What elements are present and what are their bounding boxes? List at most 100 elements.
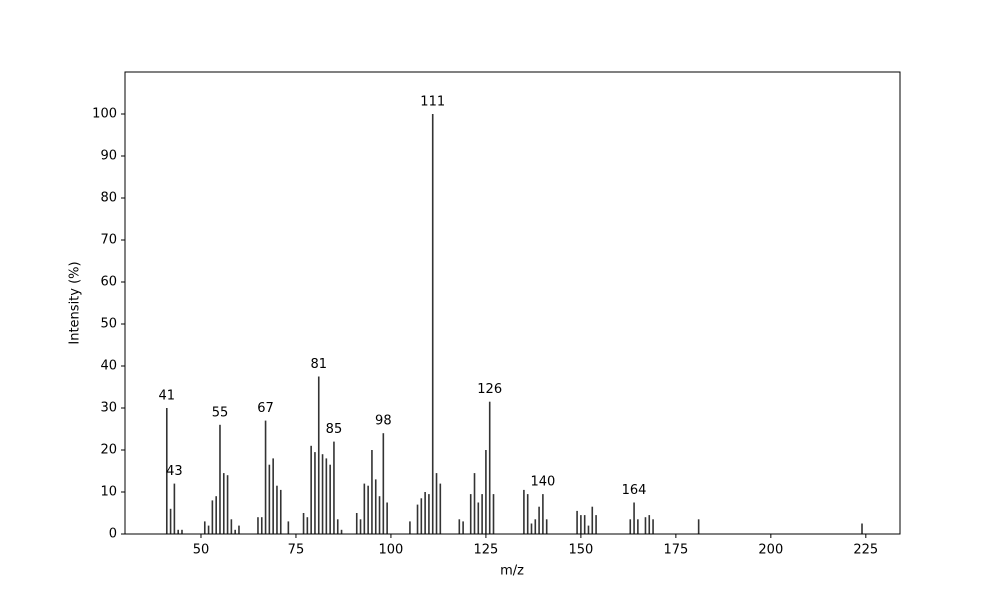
peak-bar [222,473,225,534]
y-tick-label: 20 [100,443,117,458]
peak-bar [697,519,700,534]
peak-bar [382,433,385,534]
peak-bar [317,376,320,534]
peak-bar [534,519,537,534]
peak-bar [420,498,423,534]
peak-bar [211,500,214,534]
y-tick-label: 50 [100,317,117,332]
y-tick-label: 90 [100,149,117,164]
peak-label: 164 [622,483,647,498]
peak-bar [580,515,582,534]
peak-bar [587,525,590,534]
peak-bar [268,464,271,534]
peak-bar [340,529,343,534]
peak-label: 67 [257,401,274,416]
y-tick-label: 40 [100,359,117,374]
peak-bar [207,525,210,534]
peak-bar [492,494,495,534]
peak-bar [526,494,529,534]
peak-label: 111 [420,95,445,110]
peak-label: 41 [159,389,176,404]
peak-bar [230,519,233,534]
peak-bar [276,485,278,534]
peak-bar [595,515,597,534]
peak-bar [169,508,172,534]
peak-bar [287,521,290,534]
peak-bar [264,420,267,534]
peak-bar [435,473,438,534]
peak-bar [359,519,362,534]
peak-bar [260,517,263,534]
peak-bar [469,494,472,534]
peak-bar [530,523,533,534]
peak-bar [545,519,548,534]
peak-bar [226,475,229,534]
peak-bar [272,458,274,534]
peak-bar [257,517,259,534]
y-tick-label: 70 [100,233,117,248]
peak-bar [485,450,487,534]
peak-label: 55 [212,405,229,420]
peak-bar [629,519,632,534]
peak-bar [538,506,540,534]
peak-bar [363,483,366,534]
peak-bar [321,454,324,534]
y-axis-label: Intensity (%) [68,261,83,344]
peak-label: 85 [326,422,343,437]
peak-bar [462,521,464,534]
peak-bar [576,510,578,534]
peak-label: 140 [530,475,555,490]
peak-bar [234,529,236,534]
peak-bar [329,464,331,534]
peak-bar [333,441,335,534]
x-tick-label: 100 [379,543,404,558]
peak-bar [861,523,863,534]
peak-bar [583,515,586,534]
peak-bar [181,529,183,534]
peak-bar [386,502,388,534]
peak-label: 98 [375,414,392,429]
peak-bar [378,496,381,534]
y-tick-label: 0 [109,527,117,542]
peak-bar [652,519,654,534]
x-tick-label: 225 [853,543,878,558]
x-tick-label: 50 [193,543,210,558]
y-tick-label: 100 [92,107,117,122]
peak-bar [219,424,221,534]
peak-bar [416,504,419,534]
peak-bar [637,519,639,534]
peak-bar [177,529,179,534]
peak-bar [648,515,651,534]
peak-bar [173,483,176,534]
peak-bar [336,519,339,534]
peak-bar [409,521,411,534]
y-tick-label: 30 [100,401,117,416]
x-tick-label: 125 [473,543,498,558]
peak-bar [306,517,309,534]
peak-bar [633,502,635,534]
peak-bar [424,492,426,534]
peak-bar [458,519,461,534]
x-tick-label: 200 [758,543,783,558]
x-axis-label: m/z [500,564,524,579]
peak-bar [488,401,491,534]
peak-bar [523,489,525,534]
peak-bar [428,494,430,534]
peak-bar [473,473,476,534]
peak-bar [203,521,206,534]
peak-bar [238,525,240,534]
peak-bar [215,496,217,534]
y-tick-label: 60 [100,275,117,290]
peak-bar [591,506,594,534]
peak-bar [371,450,373,534]
peak-bar [310,445,312,534]
peak-bar [431,114,434,534]
peak-bar [165,408,168,534]
peak-bar [302,513,305,534]
y-tick-label: 10 [100,485,117,500]
x-tick-label: 175 [663,543,688,558]
peak-label: 43 [166,464,183,479]
plot-frame [124,71,901,535]
